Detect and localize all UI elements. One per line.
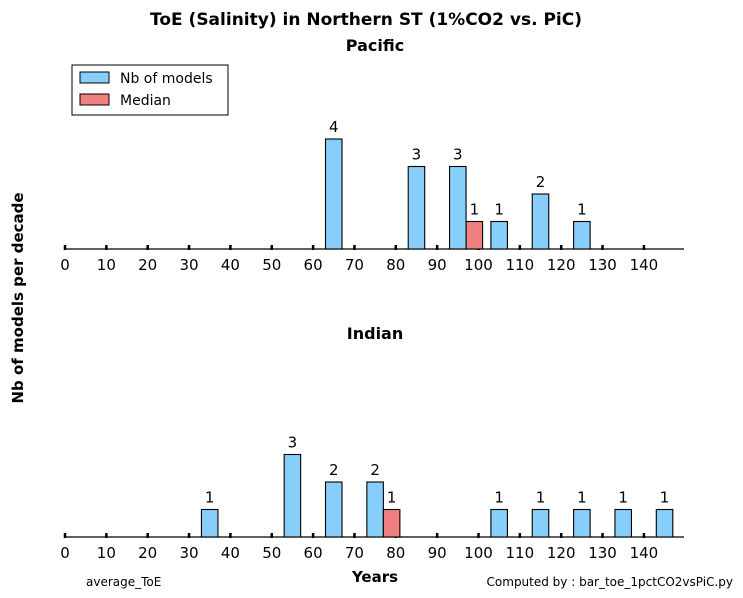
indian-x-tick-label: 130 <box>588 544 617 562</box>
indian-models-bar <box>200 508 219 538</box>
indian-x-tick-label: 110 <box>506 544 535 562</box>
indian-models-bar-label: 2 <box>370 461 380 479</box>
indian-models-bar <box>283 453 302 538</box>
pacific-x-tick-label: 10 <box>97 256 116 274</box>
legend: Nb of models Median <box>71 64 229 116</box>
legend-label-models: Nb of models <box>120 71 213 87</box>
indian-x-tick-label: 20 <box>138 544 157 562</box>
pacific-models-bar-label: 1 <box>494 201 504 219</box>
indian-median-bar-label: 1 <box>387 489 397 507</box>
indian-models-bar <box>573 508 591 538</box>
legend-swatch-median <box>79 93 110 106</box>
indian-x-tick-label: 0 <box>60 544 70 562</box>
indian-models-bar-label: 1 <box>660 489 670 507</box>
indian-median-bar <box>382 508 401 538</box>
pacific-x-tick-label: 110 <box>506 256 535 274</box>
footer-right-text: Computed by : bar_toe_1pctCO2vsPiC.py <box>487 575 733 589</box>
pacific-median-bar <box>465 220 484 250</box>
indian-x-tick-label: 50 <box>262 544 281 562</box>
indian-x-tick-label: 140 <box>630 544 659 562</box>
indian-models-bar-label: 1 <box>205 489 215 507</box>
indian-models-bar-label: 3 <box>288 434 298 452</box>
pacific-panel: Pacific 0 10 20 30 40 50 60 70 80 90 100 110 120 130 1… <box>60 36 684 274</box>
indian-models-bar <box>655 508 674 538</box>
indian-models-bar <box>531 508 550 538</box>
legend-swatch-models <box>79 71 110 84</box>
indian-models-bar-label: 1 <box>577 489 587 507</box>
pacific-models-bar <box>531 193 550 250</box>
pacific-models-bar-label: 1 <box>577 201 587 219</box>
pacific-subtitle: Pacific <box>346 36 404 55</box>
pacific-models-bar <box>449 165 467 250</box>
pacific-x-tick-label: 60 <box>304 256 323 274</box>
chart-title: ToE (Salinity) in Northern ST (1%CO2 vs.… <box>150 10 582 30</box>
pacific-models-bar <box>573 220 591 250</box>
indian-x-tick-label: 90 <box>428 544 447 562</box>
pacific-x-tick-label: 50 <box>262 256 281 274</box>
pacific-x-tick-label: 90 <box>428 256 447 274</box>
pacific-x-tick-label: 70 <box>345 256 364 274</box>
y-axis-label: Nb of models per decade <box>9 192 27 403</box>
indian-x-tick-label: 80 <box>386 544 405 562</box>
pacific-models-bar-label: 3 <box>453 146 463 164</box>
indian-x-tick-label: 60 <box>304 544 323 562</box>
x-axis-label: Years <box>351 568 398 586</box>
pacific-models-bar <box>324 138 343 250</box>
pacific-models-bar <box>407 165 426 250</box>
indian-subtitle: Indian <box>347 324 403 343</box>
legend-label-median: Median <box>120 93 171 109</box>
pacific-models-bar <box>490 220 508 250</box>
indian-models-bar <box>366 481 384 538</box>
indian-x-tick-label: 40 <box>221 544 240 562</box>
pacific-x-tick-label: 120 <box>547 256 576 274</box>
pacific-x-tick-label: 140 <box>630 256 659 274</box>
indian-models-bar-label: 2 <box>329 461 339 479</box>
indian-x-tick-label: 100 <box>464 544 493 562</box>
indian-x-tick-label: 10 <box>97 544 116 562</box>
indian-x-tick-label: 70 <box>345 544 364 562</box>
indian-models-bar-label: 1 <box>536 489 546 507</box>
pacific-models-bar-label: 4 <box>329 118 339 136</box>
indian-models-bar <box>490 508 508 538</box>
indian-panel: Indian 0 10 20 30 40 50 60 70 80 90 100 110 120 130 14… <box>60 324 684 562</box>
indian-x-tick-label: 120 <box>547 544 576 562</box>
pacific-x-tick-label: 40 <box>221 256 240 274</box>
pacific-x-tick-label: 20 <box>138 256 157 274</box>
indian-models-bar <box>324 481 343 538</box>
pacific-median-bar-label: 1 <box>470 201 480 219</box>
indian-models-bar <box>614 508 633 538</box>
pacific-x-tick-label: 0 <box>60 256 70 274</box>
footer-left-text: average_ToE <box>86 575 161 589</box>
indian-models-bar-label: 1 <box>494 489 504 507</box>
pacific-x-tick-label: 80 <box>386 256 405 274</box>
pacific-x-tick-label: 30 <box>180 256 199 274</box>
indian-models-bar-label: 1 <box>618 489 628 507</box>
pacific-models-bar-label: 3 <box>412 146 422 164</box>
pacific-x-tick-label: 130 <box>588 256 617 274</box>
pacific-x-tick-label: 100 <box>464 256 493 274</box>
pacific-models-bar-label: 2 <box>536 173 546 191</box>
indian-x-tick-label: 30 <box>180 544 199 562</box>
